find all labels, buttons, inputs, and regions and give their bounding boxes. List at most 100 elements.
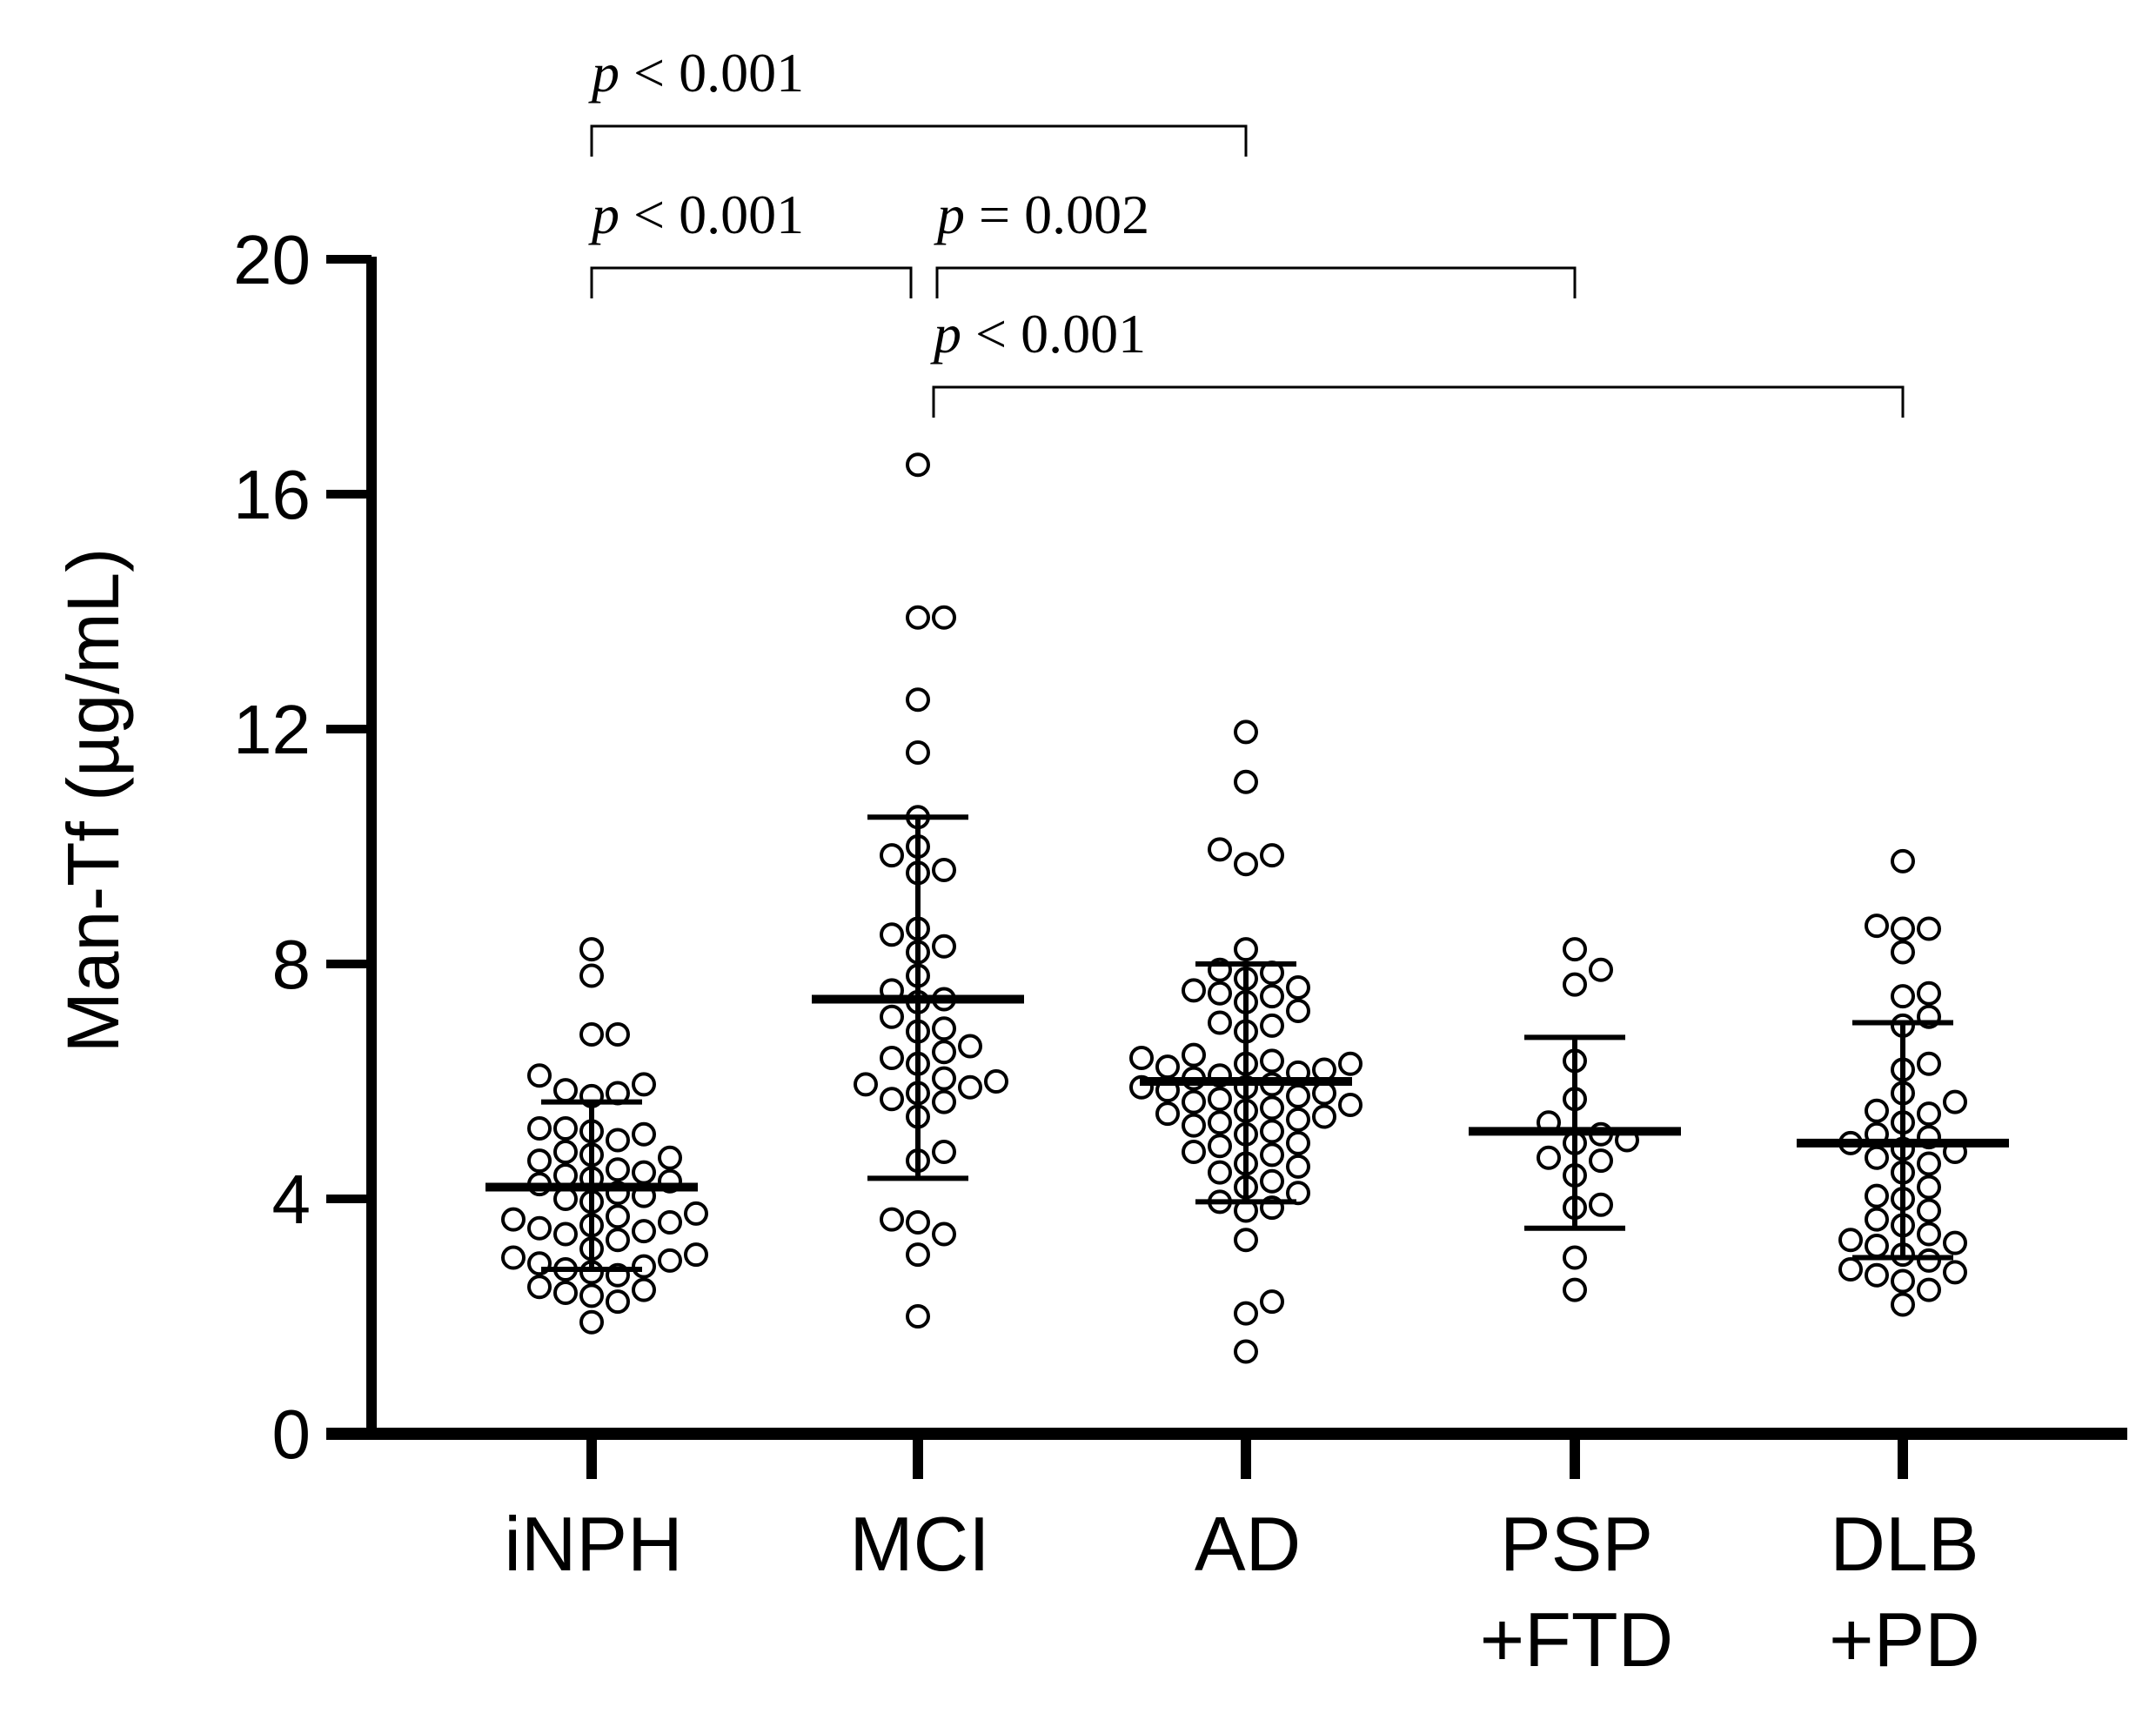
data-point xyxy=(658,1248,682,1273)
x-tick-label: +FTD xyxy=(1480,1596,1673,1683)
data-point xyxy=(632,1072,656,1097)
data-point xyxy=(1917,1221,1941,1247)
data-point xyxy=(906,740,930,765)
x-tick-label: DLB xyxy=(1830,1501,1979,1587)
data-point xyxy=(906,687,930,713)
y-tick-label: 12 xyxy=(233,691,311,768)
data-point xyxy=(1917,1248,1941,1273)
data-point xyxy=(1286,975,1310,1000)
data-point xyxy=(1589,1192,1613,1217)
x-tick-label: +PD xyxy=(1829,1596,1980,1683)
data-point xyxy=(501,1245,526,1270)
data-point xyxy=(553,1140,578,1164)
data-point xyxy=(1182,1140,1206,1164)
data-point xyxy=(1260,1168,1284,1194)
data-point xyxy=(1208,980,1232,1006)
data-point xyxy=(1260,1119,1284,1144)
data-point xyxy=(1891,848,1915,873)
data-point xyxy=(606,1157,630,1182)
data-point xyxy=(1182,1089,1206,1114)
data-point xyxy=(1917,1101,1941,1127)
data-point xyxy=(906,1304,930,1328)
x-tick-label: MCI xyxy=(849,1501,989,1587)
y-tick-label: 4 xyxy=(272,1161,311,1238)
data-point xyxy=(527,1063,552,1088)
data-point xyxy=(958,1074,982,1100)
data-point xyxy=(1234,1339,1258,1364)
data-point xyxy=(579,1283,604,1308)
data-point xyxy=(1208,1110,1232,1135)
group-inph xyxy=(485,937,708,1335)
data-point xyxy=(932,858,956,882)
data-point xyxy=(1865,914,1889,939)
y-tick-label: 16 xyxy=(233,456,311,533)
data-point xyxy=(1234,852,1258,877)
data-point xyxy=(1917,1151,1941,1176)
data-point xyxy=(553,1163,578,1188)
bracket-mci-dlb-pd: p < 0.001 xyxy=(930,303,1905,418)
y-axis-label: Man-Tf (µg/mL) xyxy=(52,548,134,1053)
data-point xyxy=(1865,1183,1889,1208)
data-point xyxy=(527,1215,552,1241)
data-point xyxy=(1563,1277,1587,1302)
data-point xyxy=(932,1140,956,1164)
data-point xyxy=(1563,972,1587,997)
data-point xyxy=(932,1089,956,1114)
data-point xyxy=(1208,1010,1232,1035)
data-point xyxy=(632,1219,656,1244)
data-point xyxy=(1891,940,1915,965)
data-point xyxy=(1260,1013,1284,1038)
p-value-label: p < 0.001 xyxy=(588,42,804,104)
data-point xyxy=(606,1022,630,1047)
p-symbol: p xyxy=(588,184,619,245)
data-point xyxy=(1537,1145,1561,1170)
data-point xyxy=(932,1221,956,1247)
data-point xyxy=(1155,1101,1180,1127)
data-point xyxy=(880,1004,904,1029)
data-point xyxy=(880,1207,904,1232)
data-point xyxy=(1286,1181,1310,1206)
data-point xyxy=(1865,1262,1889,1288)
data-point xyxy=(1208,1160,1232,1185)
y-tick-label: 0 xyxy=(272,1395,311,1473)
data-point xyxy=(553,1187,578,1211)
data-point xyxy=(579,963,604,988)
p-value-text: < 0.001 xyxy=(619,184,804,245)
data-point xyxy=(1208,1087,1232,1112)
bracket-mci-psp-ftd: p = 0.002 xyxy=(934,184,1577,298)
data-point xyxy=(880,1046,904,1070)
p-value-label: p < 0.001 xyxy=(588,184,804,245)
data-point xyxy=(684,1242,708,1268)
data-point xyxy=(984,1069,1008,1094)
data-point xyxy=(1891,1268,1915,1294)
p-value-text: < 0.001 xyxy=(619,42,804,104)
p-symbol: p xyxy=(934,184,965,245)
data-point xyxy=(1286,1107,1310,1132)
data-point xyxy=(632,1254,656,1279)
data-point xyxy=(1286,1154,1310,1179)
data-point xyxy=(1155,1054,1180,1080)
data-point xyxy=(1260,1142,1284,1168)
p-value-label: p < 0.001 xyxy=(930,303,1146,365)
data-point xyxy=(1589,957,1613,982)
data-point xyxy=(684,1201,708,1226)
p-value-text: = 0.002 xyxy=(965,184,1149,245)
data-point xyxy=(553,1078,578,1103)
data-point xyxy=(1943,1230,1967,1255)
data-point xyxy=(1234,769,1258,794)
data-point xyxy=(1943,1089,1967,1114)
data-point xyxy=(880,1087,904,1112)
bracket-line xyxy=(935,266,1577,298)
p-value-label: p = 0.002 xyxy=(934,184,1149,245)
data-point xyxy=(579,1309,604,1335)
data-point xyxy=(880,922,904,947)
data-point xyxy=(579,1022,604,1047)
bracket-line xyxy=(590,266,913,298)
data-point xyxy=(1286,1130,1310,1155)
x-axis: iNPH MCI AD PSP +FTD DLB +PD xyxy=(326,1428,2127,1683)
data-point xyxy=(1865,1207,1889,1232)
data-point xyxy=(658,1210,682,1235)
bracket-line xyxy=(590,124,1248,157)
